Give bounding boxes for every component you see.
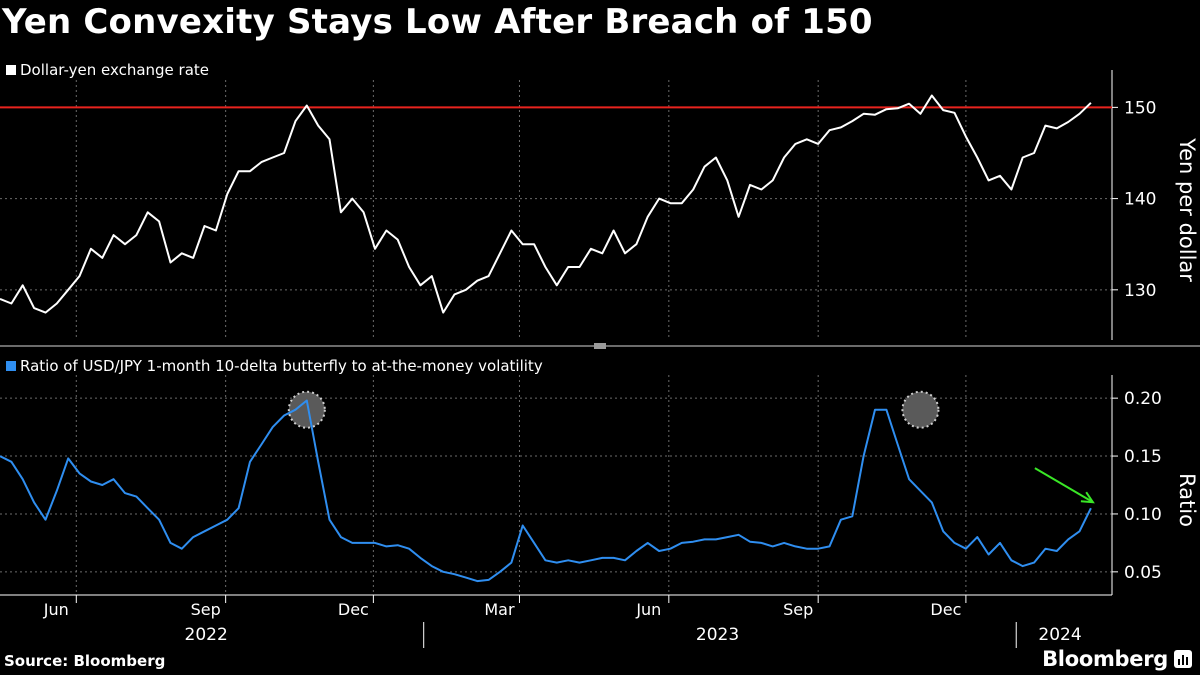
y-tick-label-top-2: 150 xyxy=(1124,98,1156,118)
highlight-circle-0 xyxy=(287,390,326,429)
y-axis-title-bottom: Ratio xyxy=(1175,473,1199,527)
x-tick-label-3: Mar xyxy=(484,600,515,619)
y-tick-label-top-1: 140 xyxy=(1124,190,1156,210)
legend-label-ratio: Ratio of USD/JPY 1-month 10-delta butter… xyxy=(20,357,543,375)
ratio-series-line xyxy=(0,399,1092,583)
y-tick-label-bottom-0: 0.05 xyxy=(1124,563,1162,583)
highlight-circle-1 xyxy=(901,390,940,429)
year-label-0: 2022 xyxy=(185,625,228,645)
y-tick-label-bottom-1: 0.10 xyxy=(1124,505,1162,525)
arrow-annotation-shaft-0 xyxy=(1034,467,1094,504)
y-tick-label-bottom-2: 0.15 xyxy=(1124,447,1162,467)
y-tick-label-bottom-3: 0.20 xyxy=(1124,389,1162,409)
brand-name: Bloomberg xyxy=(1042,647,1168,671)
legend-swatch-blue xyxy=(6,361,16,371)
x-tick-label-4: Jun xyxy=(635,600,661,619)
year-label-1: 2023 xyxy=(696,625,739,645)
source-note: Source: Bloomberg xyxy=(4,652,166,670)
chart-title: Yen Convexity Stays Low After Breach of … xyxy=(2,2,873,42)
x-tick-label-2: Dec xyxy=(338,600,369,619)
bloomberg-logo: Bloomberg xyxy=(1042,647,1192,671)
year-label-2: 2024 xyxy=(1038,625,1081,645)
legend-ratio: Ratio of USD/JPY 1-month 10-delta butter… xyxy=(6,357,543,375)
arrow-annotation-head-0 xyxy=(1080,491,1095,504)
bloomberg-chart-icon xyxy=(1174,650,1192,668)
y-axis-title-top: Yen per dollar xyxy=(1175,137,1199,282)
usdjpy-series-line xyxy=(0,94,1092,314)
x-tick-label-1: Sep xyxy=(191,600,221,619)
legend-usdjpy: Dollar-yen exchange rate xyxy=(6,61,209,79)
panel-divider-handle xyxy=(594,343,606,349)
x-tick-label-5: Sep xyxy=(783,600,813,619)
x-tick-label-6: Dec xyxy=(930,600,961,619)
x-tick-label-0: Jun xyxy=(43,600,69,619)
legend-label-usdjpy: Dollar-yen exchange rate xyxy=(20,61,210,79)
y-tick-label-top-0: 130 xyxy=(1124,281,1156,301)
legend-swatch-white xyxy=(6,65,16,75)
